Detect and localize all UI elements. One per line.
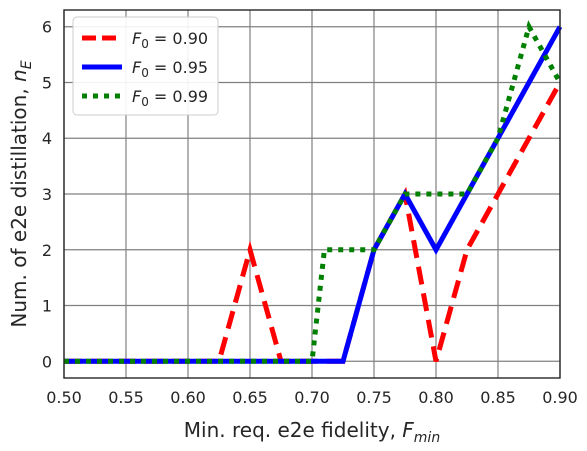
plot-frame bbox=[63, 9, 561, 379]
legend-box bbox=[72, 16, 219, 116]
x-tick-label: 0.60 bbox=[170, 388, 206, 407]
y-tick-label: 4 bbox=[42, 129, 52, 148]
legend-label: F0 = 0.95 bbox=[132, 58, 208, 80]
grid bbox=[63, 10, 561, 378]
y-tick-label: 5 bbox=[42, 73, 52, 92]
y-tick-label: 1 bbox=[42, 297, 52, 316]
y-axis-label: Num. of e2e distillation, nE bbox=[7, 60, 35, 327]
x-tick-label: 0.75 bbox=[356, 388, 392, 407]
y-tick-label: 6 bbox=[42, 18, 52, 37]
x-tick-label: 0.65 bbox=[232, 388, 268, 407]
x-axis-ticks: 0.50 0.55 0.60 0.65 0.70 0.75 0.80 0.85 0.90 bbox=[46, 388, 578, 407]
y-tick-label: 3 bbox=[42, 185, 52, 204]
legend-label: F0 = 0.90 bbox=[132, 29, 208, 51]
x-tick-label: 0.55 bbox=[108, 388, 144, 407]
legend: F0 = 0.90 F0 = 0.95 F0 = 0.99 bbox=[72, 16, 219, 116]
x-tick-label: 0.90 bbox=[542, 388, 578, 407]
x-tick-label: 0.85 bbox=[480, 388, 516, 407]
series-layer bbox=[64, 20, 563, 364]
series-line-2 bbox=[64, 20, 563, 364]
x-tick-label: 0.70 bbox=[294, 388, 330, 407]
legend-label: F0 = 0.99 bbox=[132, 87, 208, 109]
x-axis-label: Min. req. e2e fidelity, Fmin bbox=[184, 418, 440, 446]
x-tick-label: 0.50 bbox=[46, 388, 82, 407]
series-line-1 bbox=[64, 25, 563, 364]
y-axis-ticks: 0 1 2 3 4 5 6 bbox=[42, 18, 52, 372]
y-tick-label: 2 bbox=[42, 241, 52, 260]
y-tick-label: 0 bbox=[42, 352, 52, 371]
x-tick-label: 0.80 bbox=[418, 388, 454, 407]
